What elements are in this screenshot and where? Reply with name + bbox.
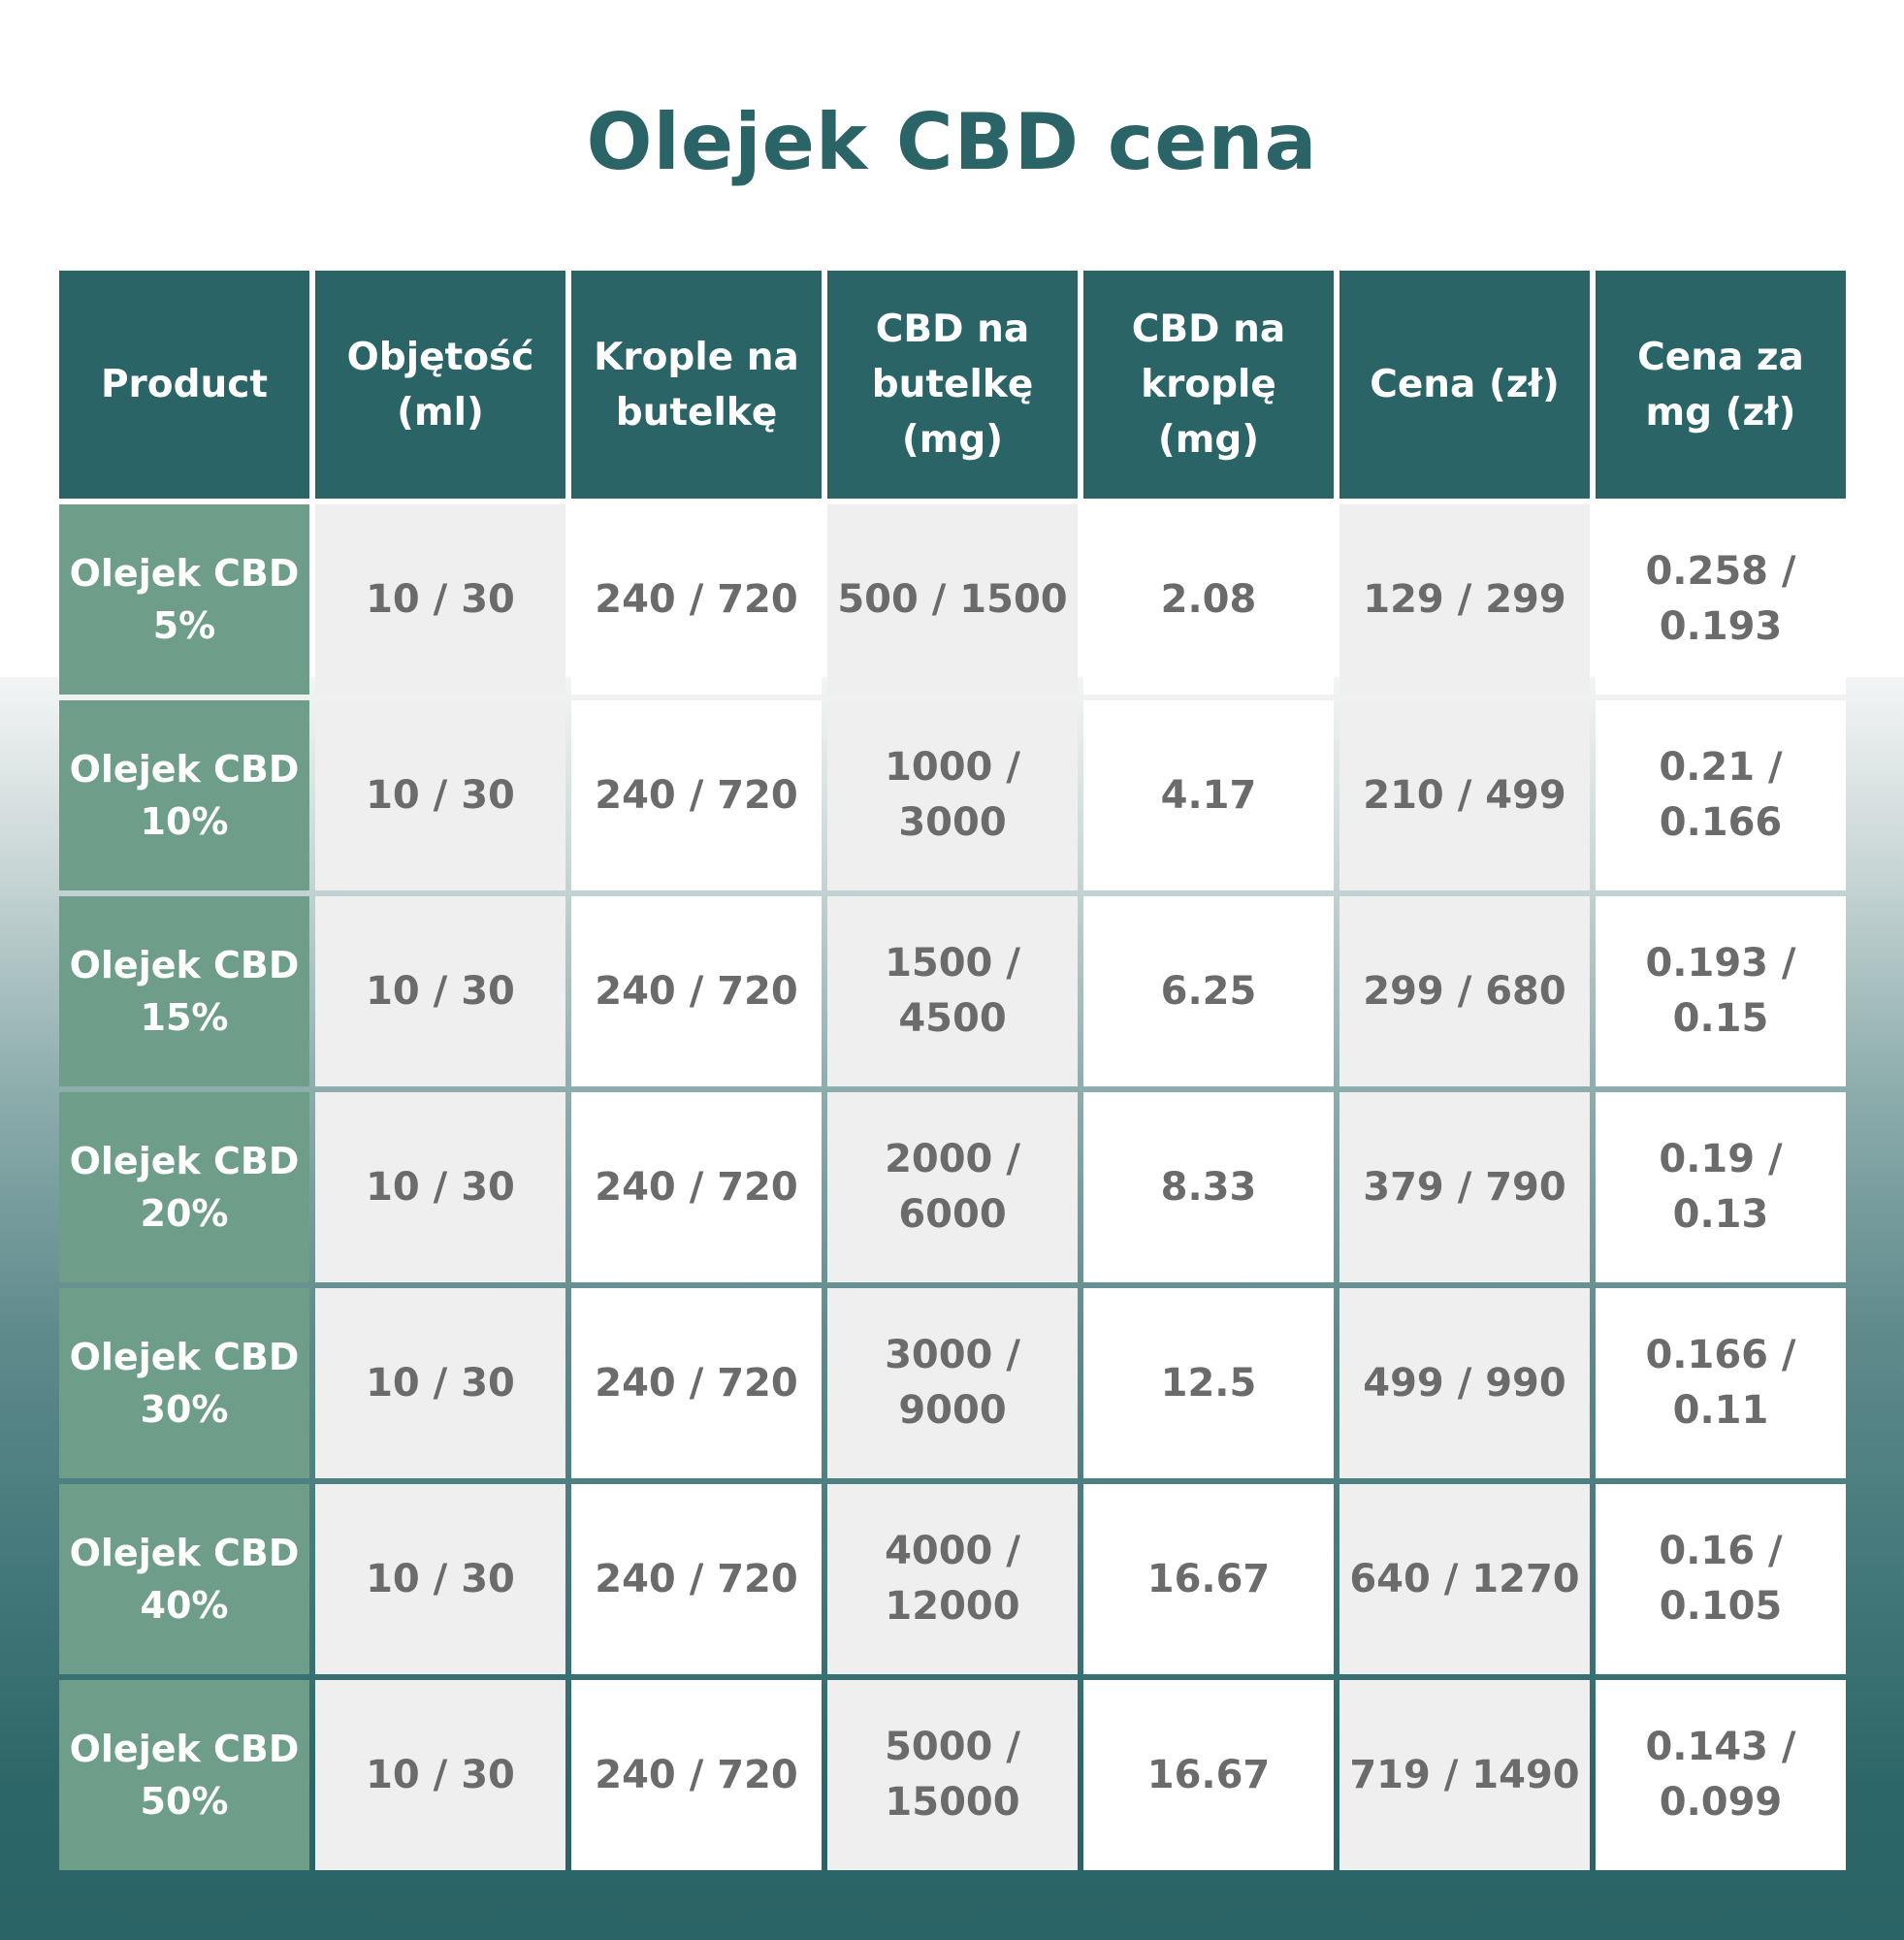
volume-cell: 10 / 30 — [315, 1092, 565, 1282]
price-per-mg-cell: 0.258 / 0.193 — [1596, 504, 1846, 695]
drops-cell: 240 / 720 — [571, 1484, 822, 1674]
page-title: Olejek CBD cena — [586, 97, 1318, 187]
cbd-drop-cell: 12.5 — [1083, 1288, 1334, 1478]
volume-cell: 10 / 30 — [315, 896, 565, 1086]
price-cell: 379 / 790 — [1339, 1092, 1590, 1282]
product-cell: Olejek CBD 15% — [59, 896, 309, 1086]
price-per-mg-cell: 0.143 / 0.099 — [1596, 1680, 1846, 1870]
header-cbd-per-drop: CBD na kroplę (mg) — [1083, 271, 1334, 499]
header-drops-per-bottle: Krople na butelkę — [571, 271, 822, 499]
cbd-drop-cell: 16.67 — [1083, 1680, 1334, 1870]
header-cbd-per-bottle: CBD na butelkę (mg) — [827, 271, 1078, 499]
header-price: Cena (zł) — [1339, 271, 1590, 499]
price-cell: 499 / 990 — [1339, 1288, 1590, 1478]
price-cell: 640 / 1270 — [1339, 1484, 1590, 1674]
volume-cell: 10 / 30 — [315, 1680, 565, 1870]
price-per-mg-cell: 0.16 / 0.105 — [1596, 1484, 1846, 1674]
drops-cell: 240 / 720 — [571, 1288, 822, 1478]
price-cell: 719 / 1490 — [1339, 1680, 1590, 1870]
product-cell: Olejek CBD 20% — [59, 1092, 309, 1282]
product-cell: Olejek CBD 5% — [59, 504, 309, 695]
cbd-bottle-cell: 3000 / 9000 — [827, 1288, 1078, 1478]
price-table: Product Objętość (ml) Krople na butelkę … — [59, 271, 1846, 1870]
cbd-drop-cell: 16.67 — [1083, 1484, 1334, 1674]
price-per-mg-cell: 0.193 / 0.15 — [1596, 896, 1846, 1086]
cbd-bottle-cell: 4000 / 12000 — [827, 1484, 1078, 1674]
drops-cell: 240 / 720 — [571, 1680, 822, 1870]
product-cell: Olejek CBD 30% — [59, 1288, 309, 1478]
volume-cell: 10 / 30 — [315, 700, 565, 890]
product-cell: Olejek CBD 10% — [59, 700, 309, 890]
drops-cell: 240 / 720 — [571, 896, 822, 1086]
header-price-per-mg: Cena za mg (zł) — [1596, 271, 1846, 499]
cbd-bottle-cell: 5000 / 15000 — [827, 1680, 1078, 1870]
price-per-mg-cell: 0.166 / 0.11 — [1596, 1288, 1846, 1478]
volume-cell: 10 / 30 — [315, 504, 565, 695]
volume-cell: 10 / 30 — [315, 1484, 565, 1674]
cbd-bottle-cell: 500 / 1500 — [827, 504, 1078, 695]
product-cell: Olejek CBD 40% — [59, 1484, 309, 1674]
price-cell: 299 / 680 — [1339, 896, 1590, 1086]
drops-cell: 240 / 720 — [571, 1092, 822, 1282]
header-product: Product — [59, 271, 309, 499]
cbd-bottle-cell: 1000 / 3000 — [827, 700, 1078, 890]
cbd-bottle-cell: 1500 / 4500 — [827, 896, 1078, 1086]
price-cell: 210 / 499 — [1339, 700, 1590, 890]
drops-cell: 240 / 720 — [571, 700, 822, 890]
header-volume: Objętość (ml) — [315, 271, 565, 499]
cbd-drop-cell: 4.17 — [1083, 700, 1334, 890]
product-cell: Olejek CBD 50% — [59, 1680, 309, 1870]
cbd-bottle-cell: 2000 / 6000 — [827, 1092, 1078, 1282]
price-per-mg-cell: 0.19 / 0.13 — [1596, 1092, 1846, 1282]
price-per-mg-cell: 0.21 / 0.166 — [1596, 700, 1846, 890]
volume-cell: 10 / 30 — [315, 1288, 565, 1478]
drops-cell: 240 / 720 — [571, 504, 822, 695]
cbd-drop-cell: 2.08 — [1083, 504, 1334, 695]
cbd-drop-cell: 8.33 — [1083, 1092, 1334, 1282]
cbd-drop-cell: 6.25 — [1083, 896, 1334, 1086]
price-cell: 129 / 299 — [1339, 504, 1590, 695]
